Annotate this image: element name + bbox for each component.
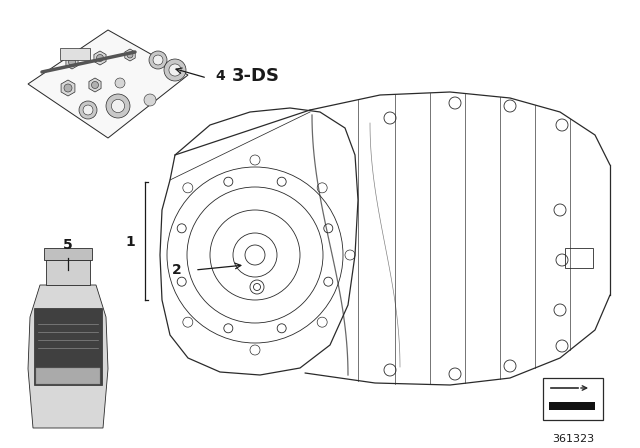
Text: 4: 4	[215, 69, 225, 83]
Bar	[60, 48, 90, 60]
Circle shape	[164, 59, 186, 81]
Polygon shape	[61, 80, 75, 96]
Polygon shape	[89, 78, 101, 92]
Circle shape	[169, 64, 181, 76]
Bar	[565, 248, 593, 268]
Polygon shape	[46, 260, 90, 285]
Circle shape	[127, 52, 133, 58]
Circle shape	[144, 94, 156, 106]
Circle shape	[106, 94, 130, 118]
Circle shape	[79, 101, 97, 119]
Polygon shape	[94, 51, 106, 65]
Circle shape	[111, 99, 125, 112]
Bar	[34, 308, 102, 385]
Circle shape	[68, 59, 76, 65]
Circle shape	[97, 55, 104, 61]
Text: 2: 2	[172, 263, 182, 277]
Circle shape	[153, 55, 163, 65]
Circle shape	[149, 51, 167, 69]
Circle shape	[92, 82, 99, 89]
Bar	[543, 378, 603, 420]
Circle shape	[115, 78, 125, 88]
Polygon shape	[66, 55, 78, 69]
Circle shape	[83, 105, 93, 115]
Polygon shape	[28, 30, 188, 138]
Text: 5: 5	[63, 238, 73, 252]
Text: 1: 1	[125, 235, 135, 249]
Polygon shape	[44, 248, 92, 260]
Bar	[36, 368, 100, 384]
Text: 3-DS: 3-DS	[232, 67, 280, 85]
Polygon shape	[28, 285, 108, 428]
Polygon shape	[125, 49, 135, 61]
Circle shape	[64, 84, 72, 92]
Bar	[549, 402, 595, 410]
Text: 361323: 361323	[552, 434, 594, 444]
